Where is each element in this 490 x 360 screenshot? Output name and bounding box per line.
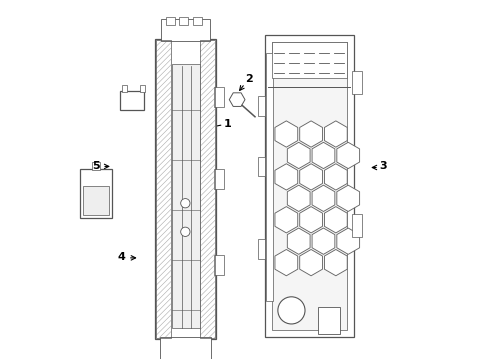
- Bar: [161, 19, 210, 41]
- Bar: [156, 40, 171, 338]
- Bar: [122, 85, 127, 92]
- Bar: [200, 40, 215, 338]
- Bar: [83, 186, 109, 215]
- Circle shape: [181, 227, 190, 237]
- Bar: [352, 214, 362, 237]
- Bar: [214, 255, 224, 275]
- Bar: [272, 42, 347, 78]
- Bar: [272, 42, 347, 330]
- Text: 1: 1: [224, 119, 232, 129]
- Bar: [92, 162, 99, 170]
- Bar: [214, 169, 224, 189]
- Bar: [160, 337, 211, 359]
- Bar: [120, 91, 144, 111]
- Bar: [267, 53, 273, 301]
- Bar: [140, 85, 146, 92]
- Bar: [179, 18, 188, 25]
- Text: 2: 2: [245, 74, 253, 84]
- Text: 4: 4: [118, 252, 126, 262]
- Bar: [265, 35, 354, 337]
- Bar: [258, 96, 265, 116]
- Bar: [79, 169, 112, 218]
- Bar: [258, 239, 265, 258]
- Text: 5: 5: [92, 161, 100, 171]
- Bar: [200, 40, 215, 338]
- Circle shape: [278, 297, 305, 324]
- Bar: [172, 64, 200, 328]
- Bar: [155, 39, 216, 339]
- Bar: [318, 307, 340, 334]
- Bar: [156, 40, 171, 338]
- Circle shape: [181, 199, 190, 208]
- Bar: [352, 71, 362, 94]
- Bar: [193, 18, 202, 25]
- Bar: [258, 157, 265, 176]
- Bar: [166, 18, 175, 25]
- Text: 3: 3: [380, 161, 388, 171]
- Bar: [214, 87, 224, 107]
